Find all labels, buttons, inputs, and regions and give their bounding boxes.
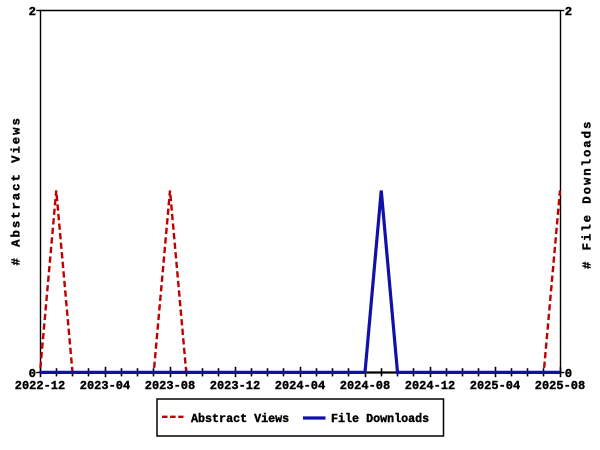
svg-text:0: 0 xyxy=(29,367,36,381)
svg-text:Abstract Views: Abstract Views xyxy=(191,412,289,426)
svg-text:2025-04: 2025-04 xyxy=(470,379,520,393)
svg-text:2024-08: 2024-08 xyxy=(340,379,390,393)
svg-text:2023-04: 2023-04 xyxy=(80,379,130,393)
svg-text:2025-08: 2025-08 xyxy=(535,379,585,393)
svg-text:# Abstract Views: # Abstract Views xyxy=(10,116,24,265)
svg-text:# File Downloads: # File Downloads xyxy=(580,120,594,269)
svg-text:2022-12: 2022-12 xyxy=(15,379,65,393)
svg-text:2: 2 xyxy=(565,5,572,19)
svg-text:2023-08: 2023-08 xyxy=(145,379,195,393)
svg-text:2023-12: 2023-12 xyxy=(210,379,260,393)
svg-text:2024-04: 2024-04 xyxy=(275,379,325,393)
svg-text:2024-12: 2024-12 xyxy=(405,379,455,393)
svg-text:File Downloads: File Downloads xyxy=(331,412,429,426)
svg-text:2: 2 xyxy=(29,5,36,19)
svg-text:0: 0 xyxy=(565,367,572,381)
